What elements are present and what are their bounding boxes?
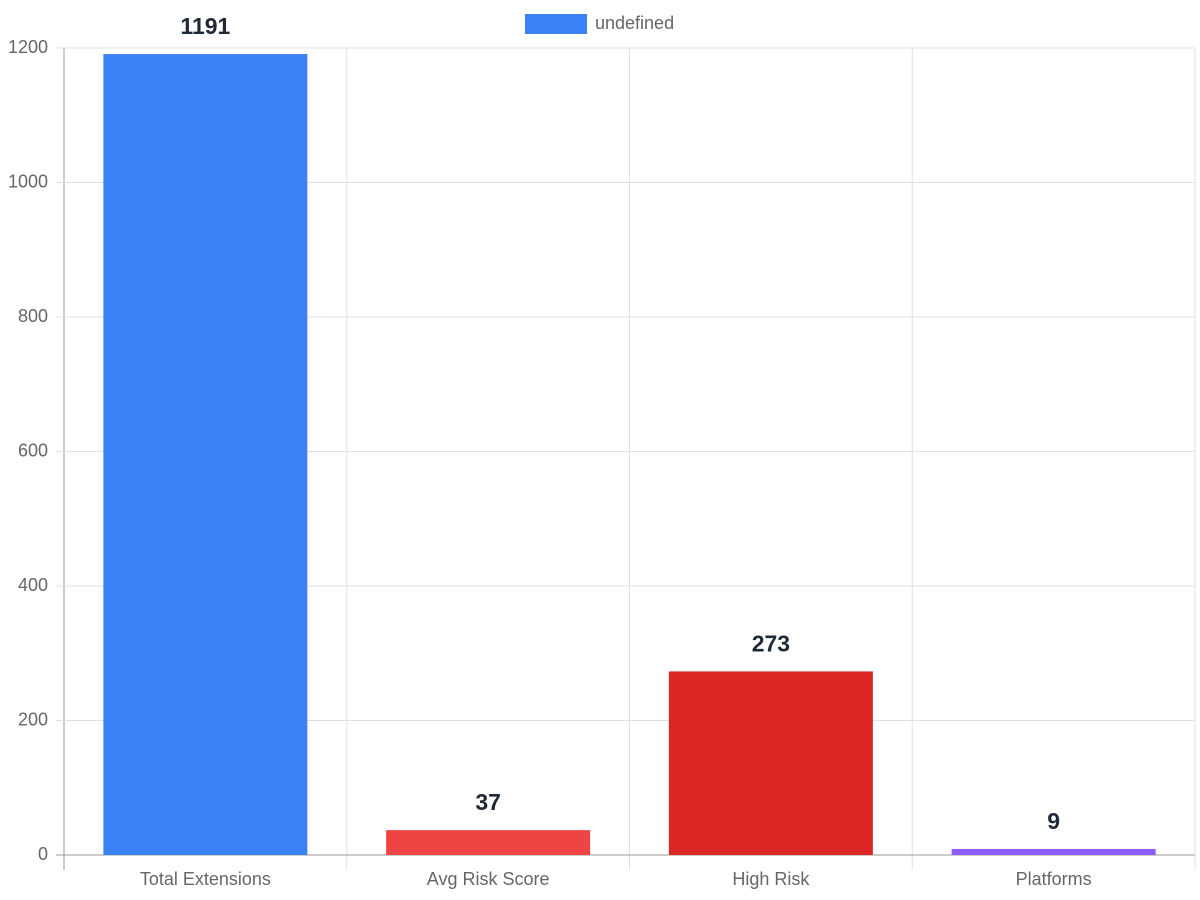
x-tick-label: Platforms xyxy=(1016,869,1092,889)
bar xyxy=(668,671,873,855)
value-label: 9 xyxy=(1047,808,1060,834)
x-tick-label: High Risk xyxy=(732,869,810,889)
legend-label: undefined xyxy=(595,13,674,33)
y-tick-label: 400 xyxy=(18,575,48,595)
bar xyxy=(951,848,1156,855)
x-tick-label: Avg Risk Score xyxy=(427,869,550,889)
bar xyxy=(103,54,308,856)
y-tick-label: 800 xyxy=(18,306,48,326)
x-tick-label: Total Extensions xyxy=(140,869,271,889)
y-tick-label: 1000 xyxy=(8,171,48,191)
y-tick-label: 0 xyxy=(38,844,48,864)
y-tick-label: 1200 xyxy=(8,37,48,57)
legend-swatch xyxy=(525,14,587,34)
value-label: 1191 xyxy=(180,13,230,39)
bar xyxy=(386,830,591,855)
y-tick-label: 200 xyxy=(18,709,48,729)
y-tick-label: 600 xyxy=(18,440,48,460)
value-label: 37 xyxy=(475,789,501,815)
value-label: 273 xyxy=(752,630,790,656)
